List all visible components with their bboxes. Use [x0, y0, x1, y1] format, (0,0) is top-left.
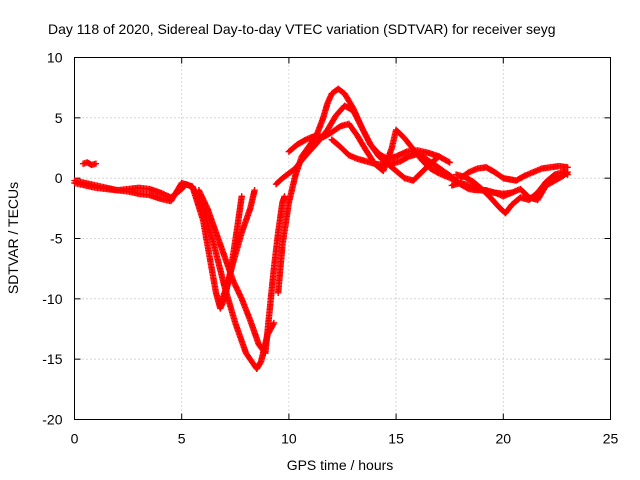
- data-point: [563, 169, 570, 177]
- x-tick-label: 5: [178, 431, 186, 447]
- grid: [74, 57, 611, 420]
- data-point: [92, 160, 100, 167]
- x-axis-label: GPS time / hours: [287, 457, 394, 473]
- data-marks: [71, 85, 571, 373]
- data-point: [564, 168, 571, 176]
- y-tick-label: 10: [47, 50, 63, 66]
- x-tick-label: 25: [603, 431, 619, 447]
- y-tick-label: -20: [42, 412, 62, 428]
- series-track-12: [79, 159, 100, 169]
- x-tick-label: 15: [388, 431, 404, 447]
- data-point: [281, 193, 288, 200]
- data-point: [251, 187, 258, 194]
- chart-title: Day 118 of 2020, Sidereal Day-to-day VTE…: [48, 21, 556, 37]
- y-tick-label: -10: [42, 291, 62, 307]
- series-track-11: [448, 168, 571, 204]
- series-track-9: [457, 162, 571, 184]
- series-track-3: [195, 187, 288, 357]
- series-track-1: [71, 179, 278, 373]
- data-point: [238, 193, 245, 200]
- y-tick-labels: -20 -15 -10 -5 0 5 10: [42, 50, 62, 428]
- data-point: [446, 159, 453, 166]
- x-tick-label: 10: [281, 431, 297, 447]
- x-tick-labels: 0 5 10 15 20 25: [71, 431, 619, 447]
- y-tick-label: -15: [42, 351, 62, 367]
- y-tick-label: -5: [50, 231, 63, 247]
- series-track-2: [71, 177, 245, 312]
- axis-ticks: [74, 57, 611, 420]
- y-tick-label: 5: [55, 110, 63, 126]
- data-point: [270, 319, 278, 327]
- x-tick-label: 0: [71, 431, 79, 447]
- y-axis-label: SDTVAR / TECUs: [5, 182, 21, 294]
- y-tick-label: 0: [55, 170, 63, 186]
- series-track-4: [217, 187, 258, 309]
- data-point: [445, 158, 452, 165]
- x-tick-label: 20: [496, 431, 512, 447]
